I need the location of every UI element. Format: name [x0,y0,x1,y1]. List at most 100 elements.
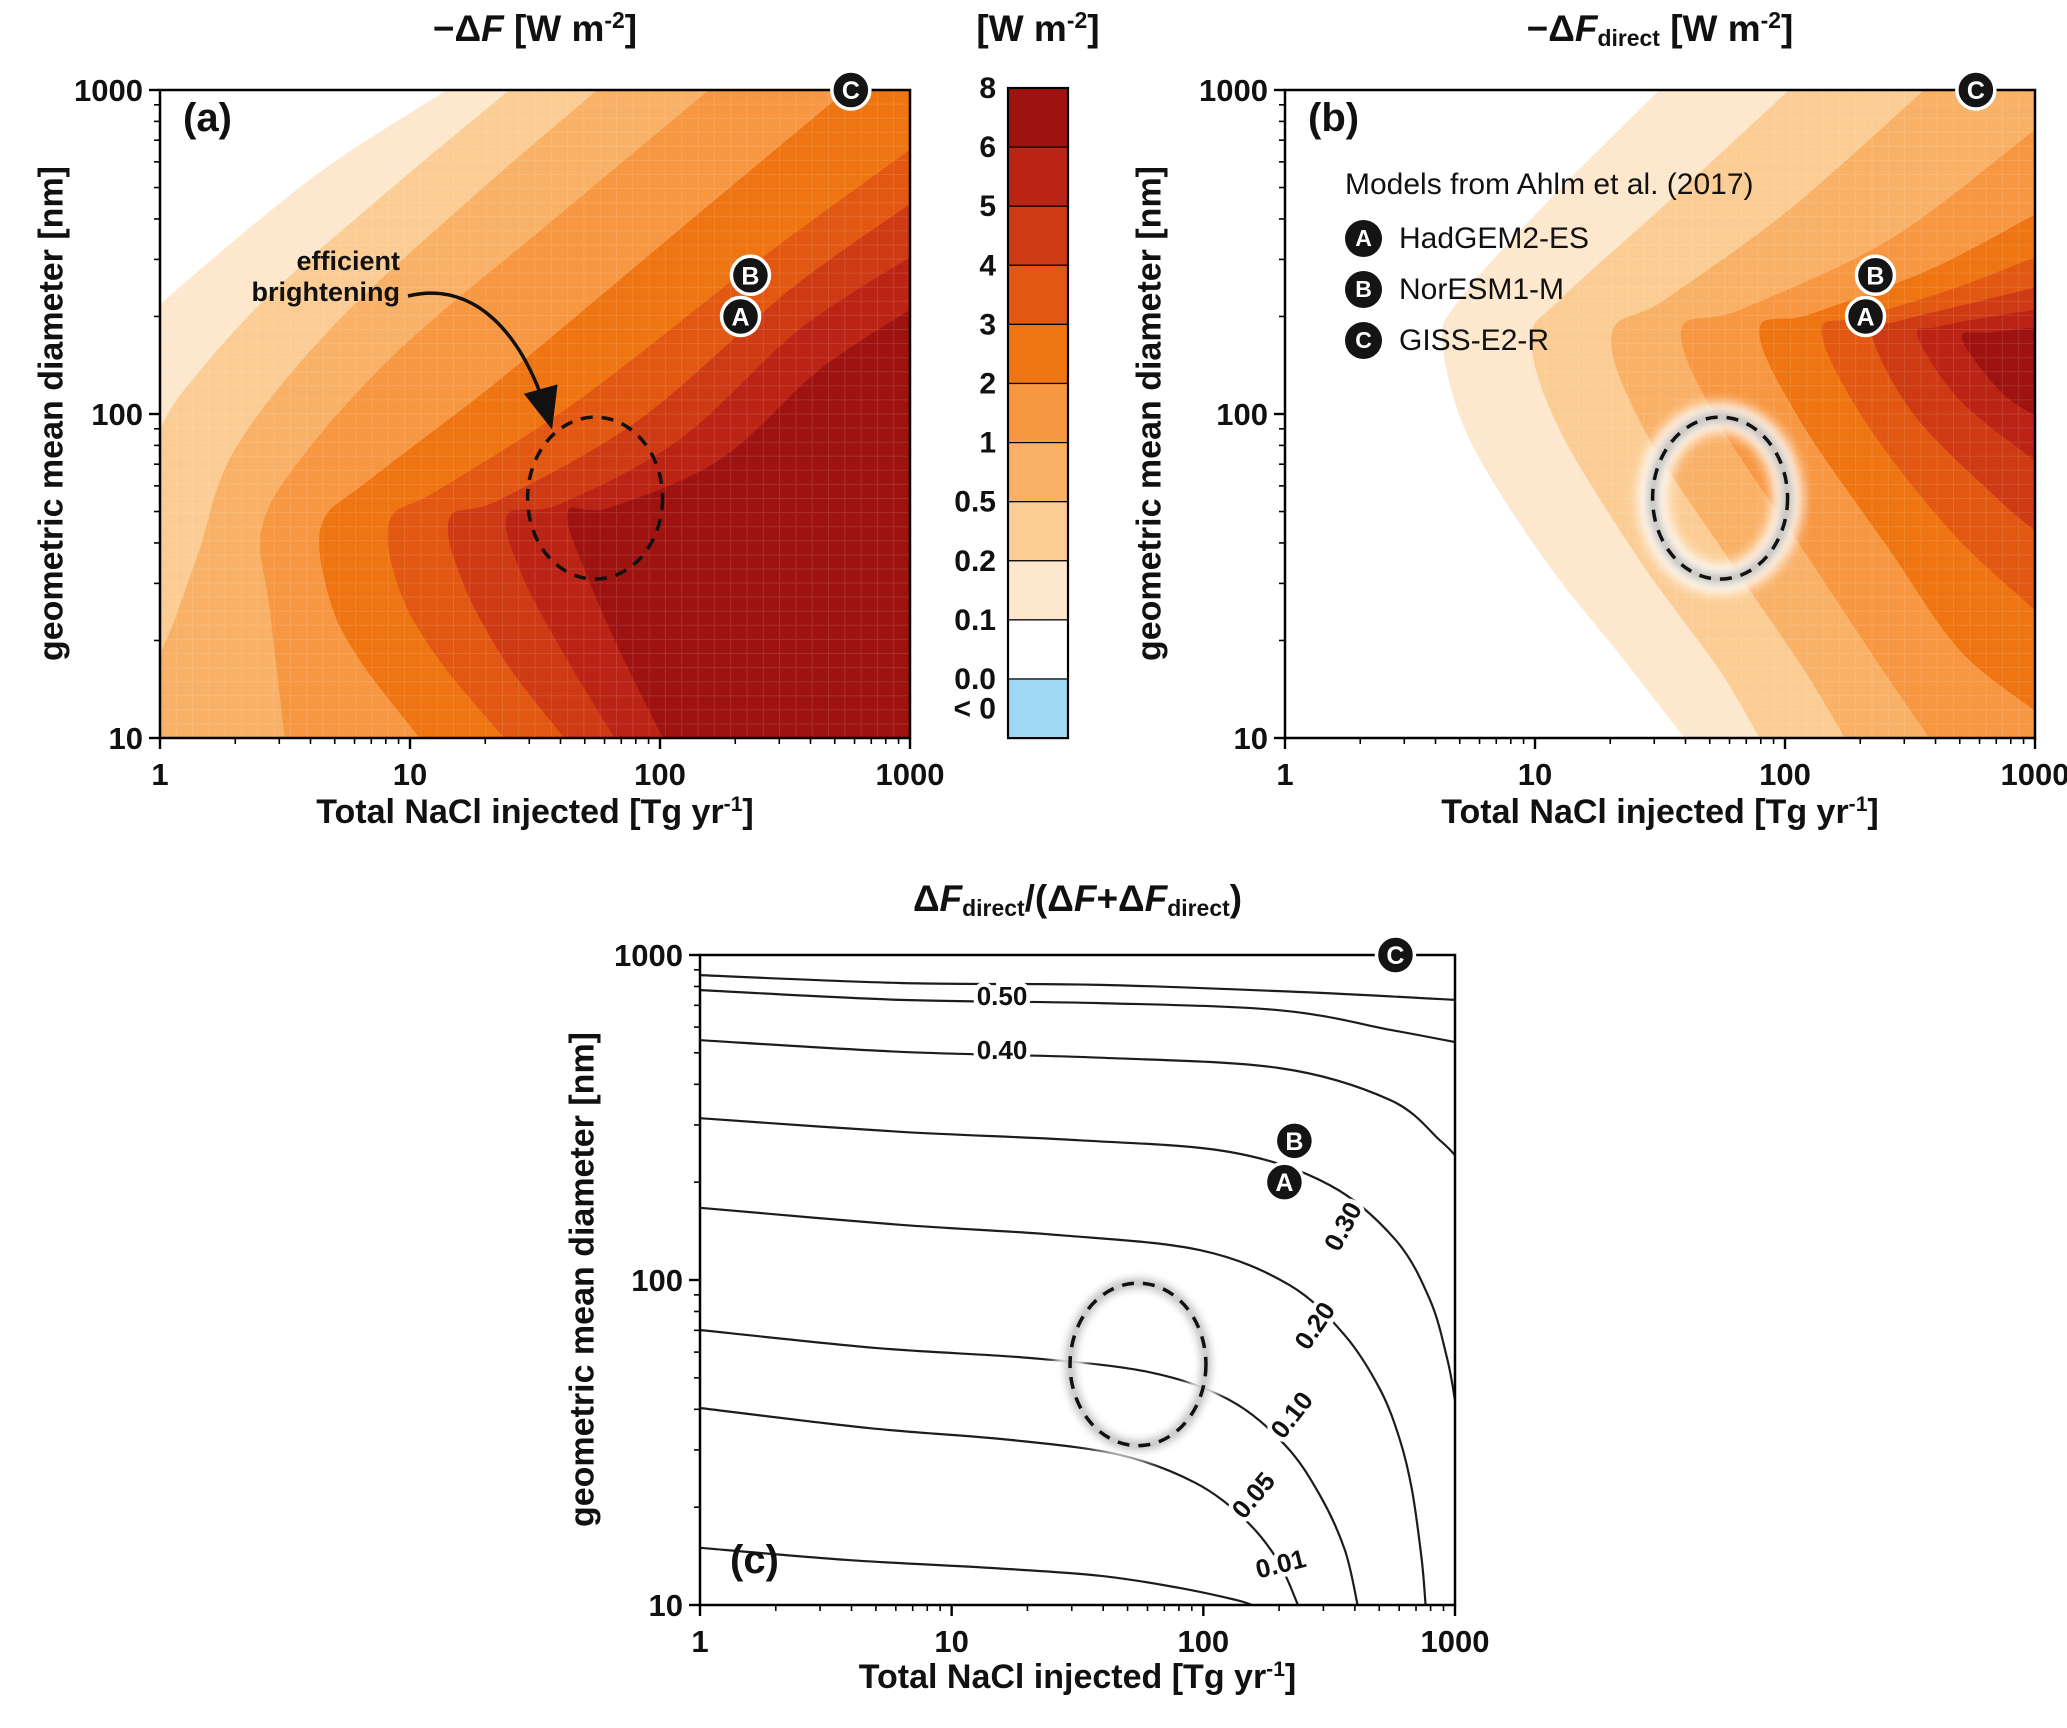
colorbar-title: [W m-2] [976,7,1100,49]
annotation-line-2: brightening [251,277,400,308]
colorbar-cell-2 [1007,205,1069,266]
y-tick-10: 10 [109,721,143,756]
svg-text:A: A [1275,1169,1293,1197]
legend-label-noresm: NorESM1-M [1399,272,1565,306]
panel-b-letter: (b) [1308,96,1360,140]
svg-text:B: B [1866,262,1884,290]
marker-B-a: B [729,254,772,297]
colorbar-tick-0.1: 0.1 [954,604,996,637]
svg-text:C: C [1386,942,1404,970]
panel-a-field [160,90,910,738]
legend-marker-b: B [1345,271,1382,308]
x-tick-1: 1 [691,1624,708,1659]
marker-A-a: A [719,295,762,338]
colorbar-cell-0 [1007,87,1069,148]
colorbar-cell-8 [1007,560,1069,621]
y-tick-1000: 1000 [74,73,143,108]
band-ge-6 [566,309,910,738]
x-tick-10: 10 [393,757,427,792]
contour-label-0.05: 0.05 [1226,1466,1282,1524]
colorbar-frame [1006,86,1070,740]
efficient-brightening-circle-b [1650,415,1790,581]
legend-label-hadgem: HadGEM2-ES [1399,221,1590,255]
colorbar-cell-7 [1007,501,1069,562]
svg-text:B: B [741,262,759,290]
contour-line-0.1 [700,1328,1359,1605]
panel-b-title: −ΔFdirect [W m-2] [1526,7,1794,52]
marker-C-b: C [1955,69,1997,111]
colorbar-tick-4: 4 [979,249,996,282]
legend-label-giss: GISS-E2-R [1399,323,1550,357]
contour-label-0.10: 0.10 [1264,1386,1319,1444]
panel-b-xlabel: Total NaCl injected [Tg yr-1] [1441,793,1879,831]
y-tick-1000: 1000 [1199,73,1268,108]
contour-line-0.05 [700,1406,1300,1605]
x-tick-1: 1 [1276,757,1293,792]
panel-b-ylabel: geometric mean diameter [nm] [1130,165,1169,662]
legend-item-hadgem: A HadGEM2-ES [1345,220,1754,257]
colorbar-tick-5: 5 [979,190,996,223]
contour-line-0.6 [700,974,1455,1001]
marker-C-c: C [1374,934,1417,976]
marker-A-b: A [1844,295,1887,338]
model-legend: Models from Ahlm et al. (2017) A HadGEM2… [1345,168,1754,359]
svg-text:C: C [1967,77,1985,105]
colorbar-tick-8: 8 [979,72,996,105]
x-tick-100: 100 [1177,1624,1229,1659]
marker-C-a: C [830,69,872,111]
x-tick-1: 1 [151,757,168,792]
legend-marker-a: A [1345,220,1382,257]
x-tick-1000: 1000 [2001,757,2067,792]
y-tick-10: 10 [649,1588,683,1623]
legend-item-giss: C GISS-E2-R [1345,322,1754,359]
contour-line-0.3 [700,1117,1455,1401]
y-tick-1000: 1000 [614,938,683,973]
panel-a-letter: (a) [183,96,232,140]
contour-label-0.40: 0.40 [977,1035,1028,1065]
y-tick-100: 100 [631,1263,683,1298]
colorbar-cell-9 [1007,619,1069,680]
efficient-brightening-circle-a [525,415,665,581]
annotation-arrow [407,291,558,430]
contour-line-0.01 [700,1546,1253,1605]
colorbar-tick-6: 6 [979,131,996,164]
panel-c-frame [698,953,1457,1607]
band-ge-6 [1961,327,2035,416]
annotation-line-1: efficient [296,246,400,276]
colorbar-tick-1: 1 [979,427,996,460]
panel-a-title: −ΔF [W m-2] [432,7,638,49]
svg-text:B: B [1285,1128,1303,1156]
contour-label-0.50: 0.50 [977,981,1028,1011]
colorbar-cell-6 [1007,442,1069,503]
colorbar-tick-3: 3 [979,308,996,341]
colorbar-cell-3 [1007,264,1069,325]
marker-B-c: B [1273,1120,1316,1162]
colorbar: 8 6 5 4 3 2 1 0.5 0.2 0.1 0.0< 0 [953,72,1070,740]
panel-c-letter: (c) [730,1538,779,1582]
x-tick-100: 100 [634,757,686,792]
colorbar-cell-1 [1007,146,1069,207]
svg-text:A: A [1857,303,1875,331]
colorbar-cell-4 [1007,323,1069,385]
x-tick-1000: 1000 [876,757,945,792]
contour-line-0.2 [700,1206,1427,1605]
mesh-overlay [160,90,910,738]
svg-text:A: A [732,303,750,331]
contour-label-0.20: 0.20 [1288,1296,1341,1355]
x-tick-100: 100 [1759,757,1811,792]
marker-A-c: A [1263,1161,1306,1203]
y-tick-100: 100 [91,397,143,432]
panel-c-title: ΔFdirect/(ΔF+ΔFdirect) [912,878,1243,922]
efficient-brightening-annotation: efficient brightening [150,246,400,308]
colorbar-tick-0.0: 0.0 [954,663,996,696]
svg-text:C: C [842,77,860,105]
contour-line-0.5 [700,989,1455,1044]
legend-marker-c: C [1345,322,1382,359]
panel-c-ylabel: geometric mean diameter [nm] [563,1031,602,1528]
colorbar-tick-0.5: 0.5 [954,486,996,519]
legend-item-noresm: B NorESM1-M [1345,271,1754,308]
